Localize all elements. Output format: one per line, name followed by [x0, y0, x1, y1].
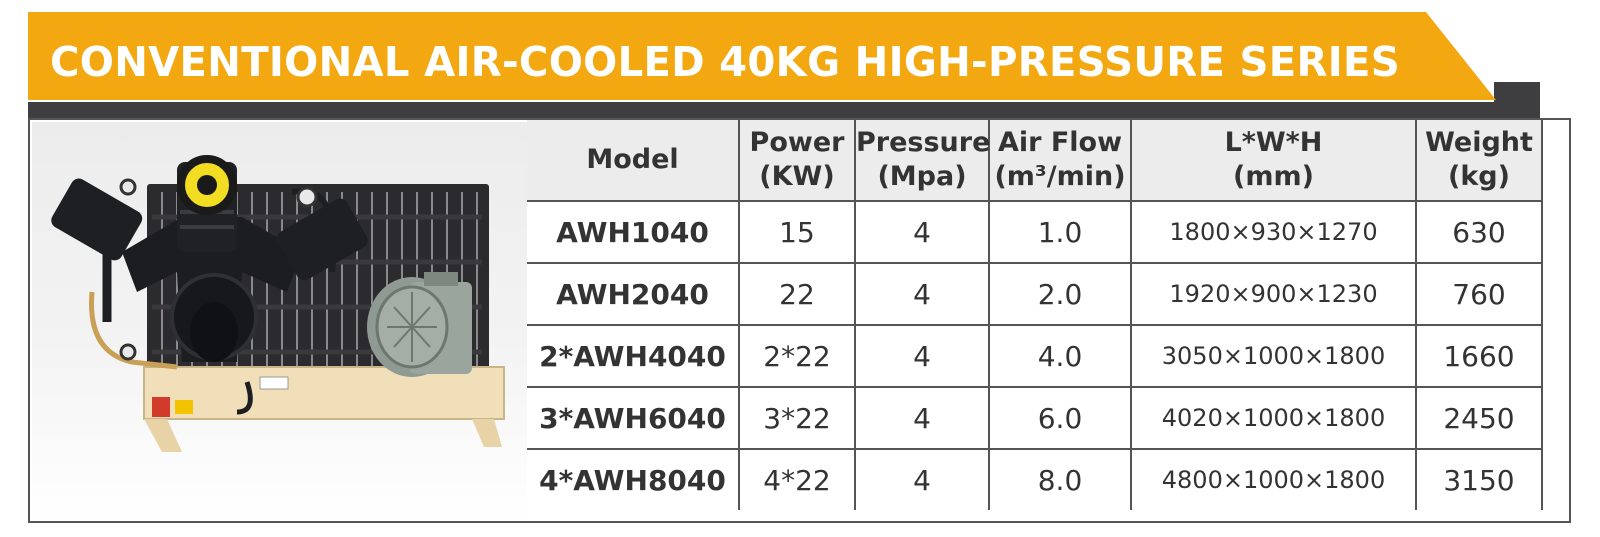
cell-pressure: 4 — [854, 200, 990, 264]
header-label: L*W*H — [1224, 127, 1323, 158]
table-row: 4*AWH8040 4*22 4 8.0 4800×1000×1800 3150 — [527, 448, 1543, 510]
banner-title: CONVENTIONAL AIR-COOLED 40KG HIGH-PRESSU… — [50, 38, 1400, 86]
cell-pressure: 4 — [854, 448, 990, 510]
cell-weight: 630 — [1415, 200, 1543, 264]
header-model: Model — [527, 120, 740, 202]
cell-weight: 1660 — [1415, 324, 1543, 388]
table-row: AWH1040 15 4 1.0 1800×930×1270 630 — [527, 200, 1543, 264]
cell-model: AWH1040 — [527, 200, 740, 264]
cell-airflow: 8.0 — [988, 448, 1132, 510]
cell-airflow: 4.0 — [988, 324, 1132, 388]
header-label: Pressure — [856, 127, 991, 158]
cell-model: 4*AWH8040 — [527, 448, 740, 510]
header-weight: Weight (kg) — [1415, 120, 1543, 202]
spec-table: Model Power (KW) Pressure (Mpa) Air Flow… — [527, 120, 1543, 510]
cell-pressure: 4 — [854, 262, 990, 326]
air-compressor-icon — [51, 155, 505, 452]
header-power: Power (KW) — [738, 120, 856, 202]
header-unit: (kg) — [1448, 161, 1510, 192]
cell-dimensions: 1800×930×1270 — [1130, 200, 1417, 264]
cell-pressure: 4 — [854, 386, 990, 450]
table-header-row: Model Power (KW) Pressure (Mpa) Air Flow… — [527, 120, 1543, 202]
header-unit: (m³/min) — [994, 161, 1126, 192]
header-label: Air Flow — [997, 127, 1123, 158]
header-unit: (Mpa) — [877, 161, 967, 192]
cell-power: 15 — [738, 200, 856, 264]
cell-weight: 2450 — [1415, 386, 1543, 450]
table-row: 3*AWH6040 3*22 4 6.0 4020×1000×1800 2450 — [527, 386, 1543, 450]
compressor-image — [32, 122, 527, 520]
cell-dimensions: 4020×1000×1800 — [1130, 386, 1417, 450]
cell-model: 2*AWH4040 — [527, 324, 740, 388]
header-dimensions: L*W*H (mm) — [1130, 120, 1417, 202]
cell-power: 3*22 — [738, 386, 856, 450]
header-unit: (KW) — [759, 161, 835, 192]
cell-weight: 3150 — [1415, 448, 1543, 510]
cell-airflow: 2.0 — [988, 262, 1132, 326]
header-label: Weight — [1425, 127, 1533, 158]
header-label: Power — [749, 127, 845, 158]
header-label: Model — [586, 144, 679, 175]
header-airflow: Air Flow (m³/min) — [988, 120, 1132, 202]
header-unit: (mm) — [1233, 161, 1314, 192]
cell-dimensions: 1920×900×1230 — [1130, 262, 1417, 326]
table-row: 2*AWH4040 2*22 4 4.0 3050×1000×1800 1660 — [527, 324, 1543, 388]
cell-weight: 760 — [1415, 262, 1543, 326]
cell-dimensions: 4800×1000×1800 — [1130, 448, 1417, 510]
cell-airflow: 1.0 — [988, 200, 1132, 264]
cell-power: 2*22 — [738, 324, 856, 388]
cell-power: 22 — [738, 262, 856, 326]
banner-shape — [28, 12, 1540, 120]
header-pressure: Pressure (Mpa) — [854, 120, 991, 202]
cell-power: 4*22 — [738, 448, 856, 510]
table-row: AWH2040 22 4 2.0 1920×900×1230 760 — [527, 262, 1543, 326]
cell-dimensions: 3050×1000×1800 — [1130, 324, 1417, 388]
cell-airflow: 6.0 — [988, 386, 1132, 450]
cell-model: AWH2040 — [527, 262, 740, 326]
cell-pressure: 4 — [854, 324, 990, 388]
cell-model: 3*AWH6040 — [527, 386, 740, 450]
spec-panel: Model Power (KW) Pressure (Mpa) Air Flow… — [28, 118, 1571, 523]
title-banner: CONVENTIONAL AIR-COOLED 40KG HIGH-PRESSU… — [28, 12, 1572, 120]
